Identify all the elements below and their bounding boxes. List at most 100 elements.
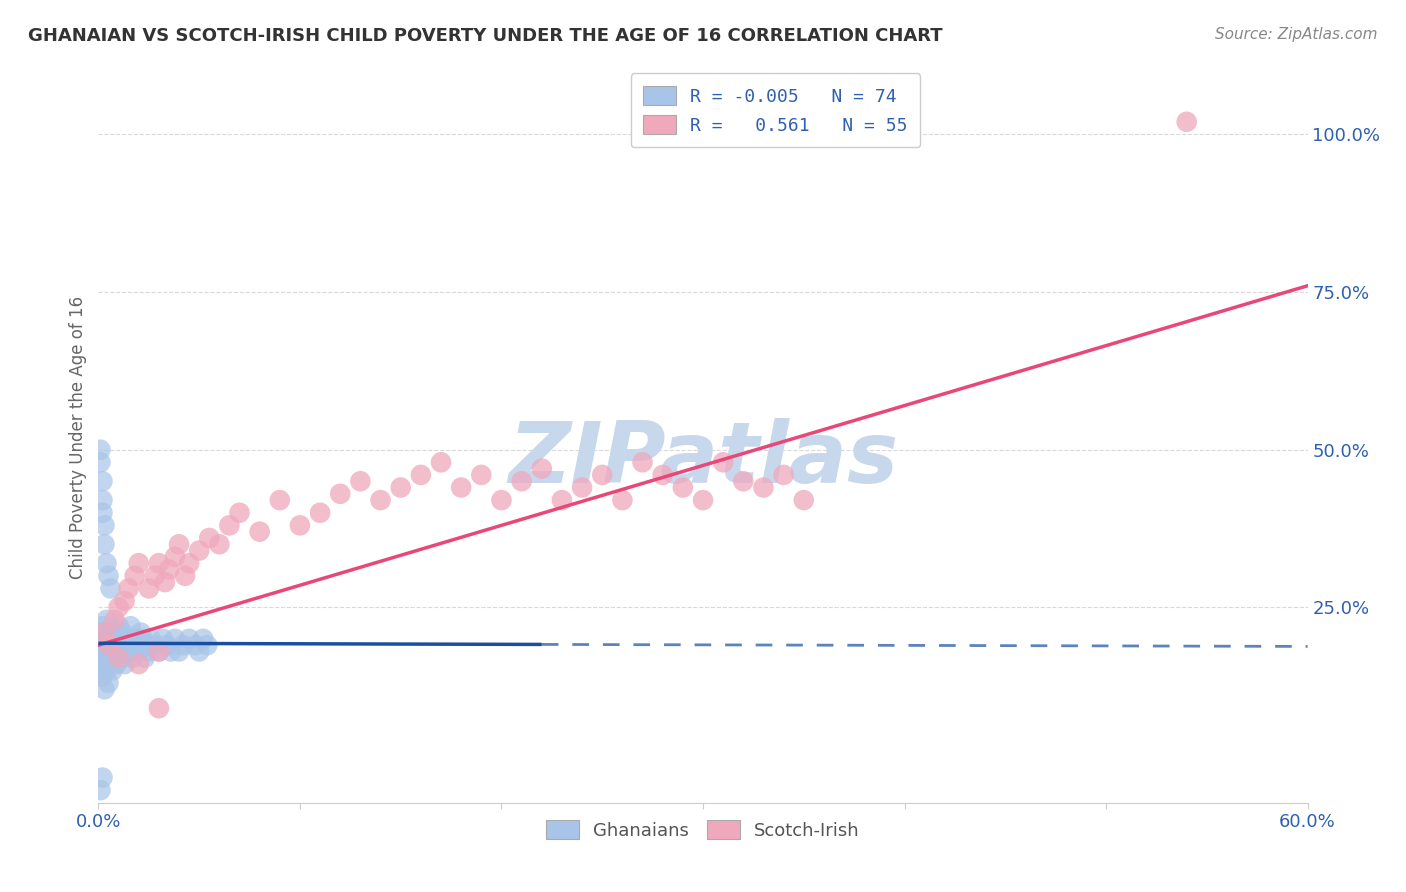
Point — [329, 487, 352, 501]
Point — [172, 638, 194, 652]
Point — [450, 481, 472, 495]
Point — [114, 594, 136, 608]
Point — [733, 474, 755, 488]
Point — [163, 549, 186, 564]
Point — [143, 569, 166, 583]
Point — [349, 474, 371, 488]
Point — [91, 632, 114, 646]
Point — [97, 638, 120, 652]
Point — [89, 442, 111, 457]
Point — [89, 455, 111, 469]
Point — [105, 657, 128, 671]
Point — [218, 518, 240, 533]
Point — [510, 474, 533, 488]
Point — [249, 524, 271, 539]
Point — [103, 625, 125, 640]
Point — [110, 644, 132, 658]
Point — [152, 632, 174, 646]
Point — [269, 493, 291, 508]
Point — [571, 481, 593, 495]
Point — [96, 638, 118, 652]
Point — [389, 481, 412, 495]
Point — [111, 625, 134, 640]
Point — [198, 531, 221, 545]
Point — [148, 644, 170, 658]
Text: GHANAIAN VS SCOTCH-IRISH CHILD POVERTY UNDER THE AGE OF 16 CORRELATION CHART: GHANAIAN VS SCOTCH-IRISH CHILD POVERTY U… — [28, 27, 943, 45]
Point — [97, 650, 120, 665]
Point — [530, 461, 553, 475]
Point — [114, 632, 136, 646]
Point — [179, 632, 201, 646]
Point — [107, 600, 129, 615]
Point — [101, 664, 124, 678]
Point — [100, 644, 122, 658]
Point — [93, 625, 115, 640]
Point — [288, 518, 311, 533]
Point — [91, 493, 114, 508]
Point — [101, 619, 124, 633]
Point — [107, 638, 129, 652]
Point — [101, 638, 124, 652]
Point — [125, 638, 148, 652]
Point — [193, 632, 215, 646]
Point — [163, 632, 186, 646]
Point — [114, 657, 136, 671]
Point — [148, 701, 170, 715]
Point — [120, 619, 142, 633]
Point — [156, 638, 179, 652]
Point — [91, 771, 114, 785]
Point — [96, 556, 118, 570]
Point — [124, 632, 146, 646]
Point — [188, 644, 211, 658]
Legend: Ghanaians, Scotch-Irish: Ghanaians, Scotch-Irish — [534, 807, 872, 852]
Point — [179, 556, 201, 570]
Point — [103, 613, 125, 627]
Point — [107, 650, 129, 665]
Point — [87, 638, 110, 652]
Point — [89, 644, 111, 658]
Point — [148, 644, 170, 658]
Point — [128, 644, 150, 658]
Point — [208, 537, 231, 551]
Point — [138, 644, 160, 658]
Point — [143, 638, 166, 652]
Point — [157, 562, 180, 576]
Point — [91, 474, 114, 488]
Point — [772, 467, 794, 482]
Point — [793, 493, 815, 508]
Point — [470, 467, 492, 482]
Point — [160, 644, 183, 658]
Point — [97, 676, 120, 690]
Point — [89, 664, 111, 678]
Point — [100, 657, 122, 671]
Point — [148, 556, 170, 570]
Point — [93, 644, 115, 658]
Point — [115, 638, 138, 652]
Point — [409, 467, 432, 482]
Point — [692, 493, 714, 508]
Point — [1175, 115, 1198, 129]
Point — [711, 455, 734, 469]
Point — [128, 657, 150, 671]
Point — [184, 638, 207, 652]
Point — [430, 455, 453, 469]
Point — [93, 537, 115, 551]
Point — [551, 493, 574, 508]
Point — [100, 632, 122, 646]
Point — [188, 543, 211, 558]
Point — [100, 582, 122, 596]
Point — [93, 682, 115, 697]
Point — [103, 650, 125, 665]
Point — [96, 613, 118, 627]
Text: Source: ZipAtlas.com: Source: ZipAtlas.com — [1215, 27, 1378, 42]
Point — [591, 467, 613, 482]
Point — [97, 569, 120, 583]
Point — [174, 569, 197, 583]
Point — [134, 650, 156, 665]
Text: ZIPatlas: ZIPatlas — [508, 417, 898, 500]
Point — [124, 569, 146, 583]
Point — [111, 650, 134, 665]
Point — [91, 650, 114, 665]
Point — [672, 481, 695, 495]
Point — [105, 632, 128, 646]
